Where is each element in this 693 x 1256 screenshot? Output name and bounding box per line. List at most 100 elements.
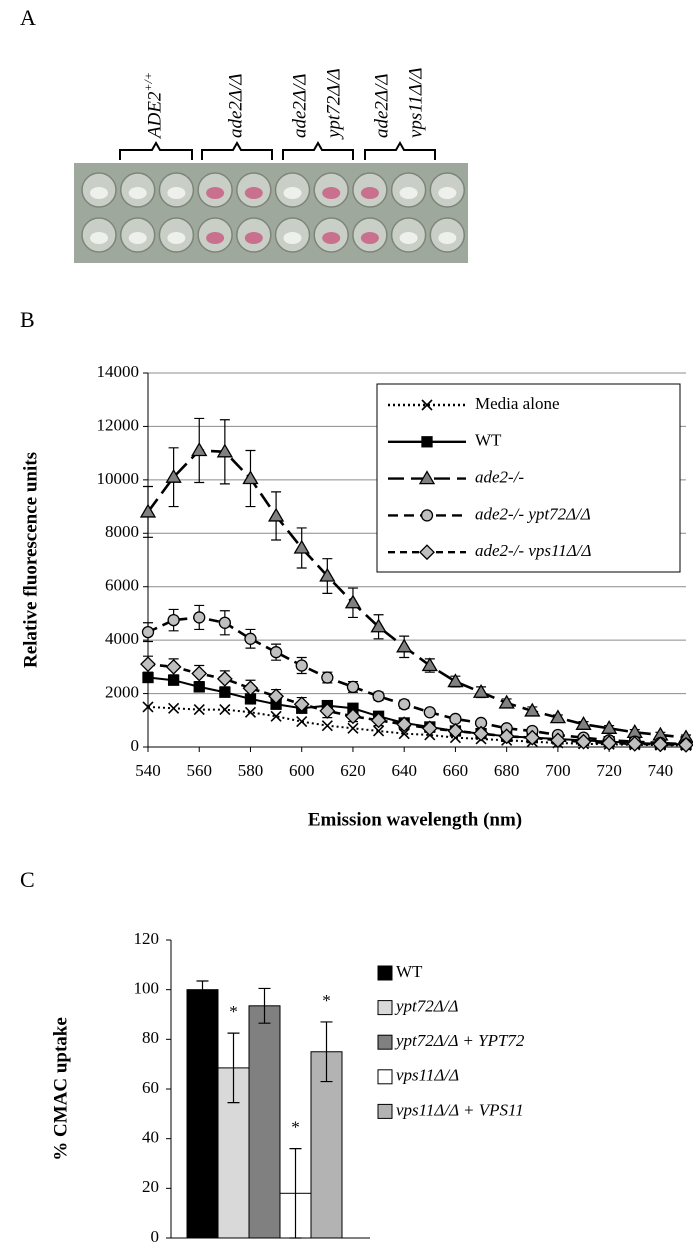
marker (267, 507, 285, 522)
marker (418, 470, 436, 485)
x-axis-title: Emission wavelength (nm) (308, 809, 522, 830)
y-axis-title: % CMAC uptake (50, 1017, 71, 1161)
marker (419, 544, 435, 561)
marker (601, 735, 618, 751)
x-tick-label: 740 (648, 761, 674, 780)
panel-label: B (20, 307, 35, 332)
marker (295, 659, 308, 672)
marker (140, 656, 156, 673)
marker (165, 658, 182, 675)
marker (242, 680, 259, 697)
strain-label: ade2Δ/Δ (371, 73, 392, 138)
line (147, 676, 687, 746)
marker (242, 470, 259, 485)
panel-label: A (20, 5, 36, 30)
marker (345, 708, 361, 725)
marker (524, 729, 541, 746)
marker (219, 704, 231, 716)
marker (268, 688, 285, 705)
marker (398, 698, 411, 711)
well-spot (399, 232, 418, 244)
marker (473, 725, 489, 742)
legend-label: WT (475, 431, 502, 450)
x-tick-label: 680 (494, 761, 520, 780)
y-tick-label: 2000 (105, 682, 139, 701)
legend-label: ade2-/- vps11Δ/Δ (475, 541, 591, 560)
legend-label: ade2-/- (475, 468, 524, 487)
marker (139, 503, 157, 518)
marker (575, 716, 592, 730)
line (147, 616, 687, 746)
well-spot (90, 232, 108, 244)
y-tick-label: 12000 (97, 415, 140, 434)
marker (524, 702, 541, 717)
legend-swatch (377, 1000, 393, 1016)
marker (321, 720, 333, 732)
y-tick-label: 14000 (97, 362, 140, 381)
legend-label: vps11Δ/Δ + VPS11 (396, 1100, 524, 1119)
error-bar (320, 1021, 333, 1083)
marker (652, 736, 669, 753)
marker (218, 616, 232, 629)
x-tick-label: 700 (545, 761, 571, 780)
x-tick-label: 620 (340, 761, 366, 780)
y-tick-label: 20 (142, 1177, 159, 1196)
panel-label: C (20, 867, 35, 892)
marker (447, 723, 464, 739)
marker (421, 657, 438, 672)
error-bar (289, 1148, 302, 1239)
legend-swatch (377, 965, 393, 981)
significance-mark: * (291, 1118, 300, 1137)
line (147, 662, 687, 747)
marker (193, 611, 206, 624)
marker (191, 442, 208, 457)
marker (373, 725, 385, 737)
well-spot (322, 187, 341, 199)
marker (270, 710, 282, 722)
line (147, 705, 687, 747)
legend-label: ypt72Δ/Δ + YPT72 (394, 1031, 525, 1050)
y-axis-title: Relative fluorescence units (20, 452, 41, 668)
marker (319, 567, 336, 582)
marker (346, 680, 360, 694)
bracket (364, 140, 436, 160)
bracket (282, 140, 354, 160)
y-tick-label: 100 (134, 979, 160, 998)
well-spot (438, 232, 457, 244)
strain-label: ade2Δ/Δ (289, 73, 310, 138)
y-tick-label: 60 (142, 1078, 159, 1097)
marker (421, 436, 433, 448)
x-tick-label: 600 (289, 761, 315, 780)
marker (498, 728, 515, 745)
y-tick-label: 8000 (105, 522, 139, 541)
strain-superscript: +/+ (141, 72, 155, 92)
well-spot (128, 232, 147, 244)
marker (321, 671, 334, 684)
well-spot (244, 187, 263, 199)
marker (396, 716, 413, 733)
marker (293, 539, 310, 554)
marker (191, 665, 208, 682)
y-tick-label: 4000 (105, 629, 139, 648)
y-tick-label: 6000 (105, 576, 139, 595)
bracket (119, 140, 193, 160)
well-spot (244, 232, 263, 244)
marker (193, 704, 205, 716)
y-tick-label: 120 (134, 929, 160, 948)
marker (244, 706, 257, 718)
marker (472, 683, 490, 698)
x-tick-label: 660 (443, 761, 469, 780)
marker (370, 618, 387, 633)
legend-label: vps11Δ/Δ (396, 1066, 459, 1085)
marker (319, 703, 336, 719)
x-tick-label: 580 (238, 761, 264, 780)
marker (141, 625, 155, 639)
marker (420, 509, 434, 522)
y-tick-label: 80 (142, 1028, 159, 1047)
marker (347, 722, 359, 734)
error-bar (196, 980, 209, 999)
marker (423, 706, 436, 719)
well-spot (167, 187, 186, 199)
marker (421, 399, 433, 411)
